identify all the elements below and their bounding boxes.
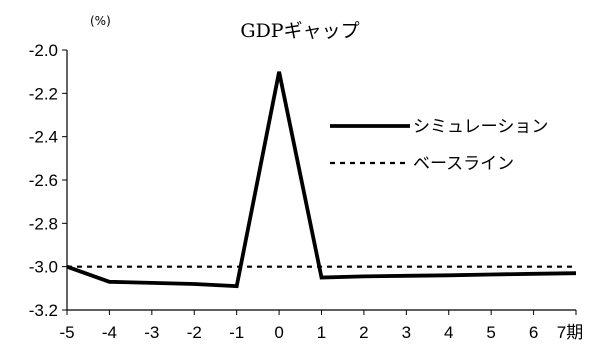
x-tick-label: 4 bbox=[444, 323, 453, 342]
y-axis-ticks: -2.0 -2.2 -2.4 -2.6 -2.8 -3.0 -3.2 bbox=[29, 41, 67, 320]
x-tick-label: -5 bbox=[59, 323, 74, 342]
y-tick-label: -2.6 bbox=[29, 171, 58, 190]
legend-label: シミュレーション bbox=[413, 117, 548, 137]
series-lines bbox=[66, 71, 577, 289]
x-tick-label: 2 bbox=[359, 323, 368, 342]
x-tick-label: 3 bbox=[402, 323, 411, 342]
x-tick-label: 0 bbox=[274, 323, 283, 342]
x-tick-label: -1 bbox=[229, 323, 244, 342]
x-axis-ticks: -5 -4 -3 -2 -1 0 1 2 3 4 5 6 7期 bbox=[59, 310, 583, 342]
simulation-series-line bbox=[66, 71, 577, 289]
x-tick-label: 1 bbox=[317, 323, 326, 342]
y-tick-label: -2.2 bbox=[29, 84, 58, 103]
y-tick-label: -3.2 bbox=[29, 301, 58, 320]
x-tick-label: 7期 bbox=[557, 323, 583, 342]
x-tick-label: 5 bbox=[486, 323, 495, 342]
legend-label: ベースライン bbox=[413, 154, 514, 174]
y-tick-label: -3.0 bbox=[29, 258, 58, 277]
y-tick-label: -2.0 bbox=[29, 41, 58, 60]
y-tick-label: -2.8 bbox=[29, 214, 58, 233]
x-tick-label: -2 bbox=[187, 323, 202, 342]
y-unit-label: (%) bbox=[90, 14, 111, 28]
chart-title: GDPギャップ bbox=[240, 20, 359, 42]
x-tick-label: -3 bbox=[144, 323, 159, 342]
x-tick-label: -4 bbox=[102, 323, 117, 342]
x-tick-label: 6 bbox=[529, 323, 538, 342]
y-tick-label: -2.4 bbox=[29, 128, 58, 147]
